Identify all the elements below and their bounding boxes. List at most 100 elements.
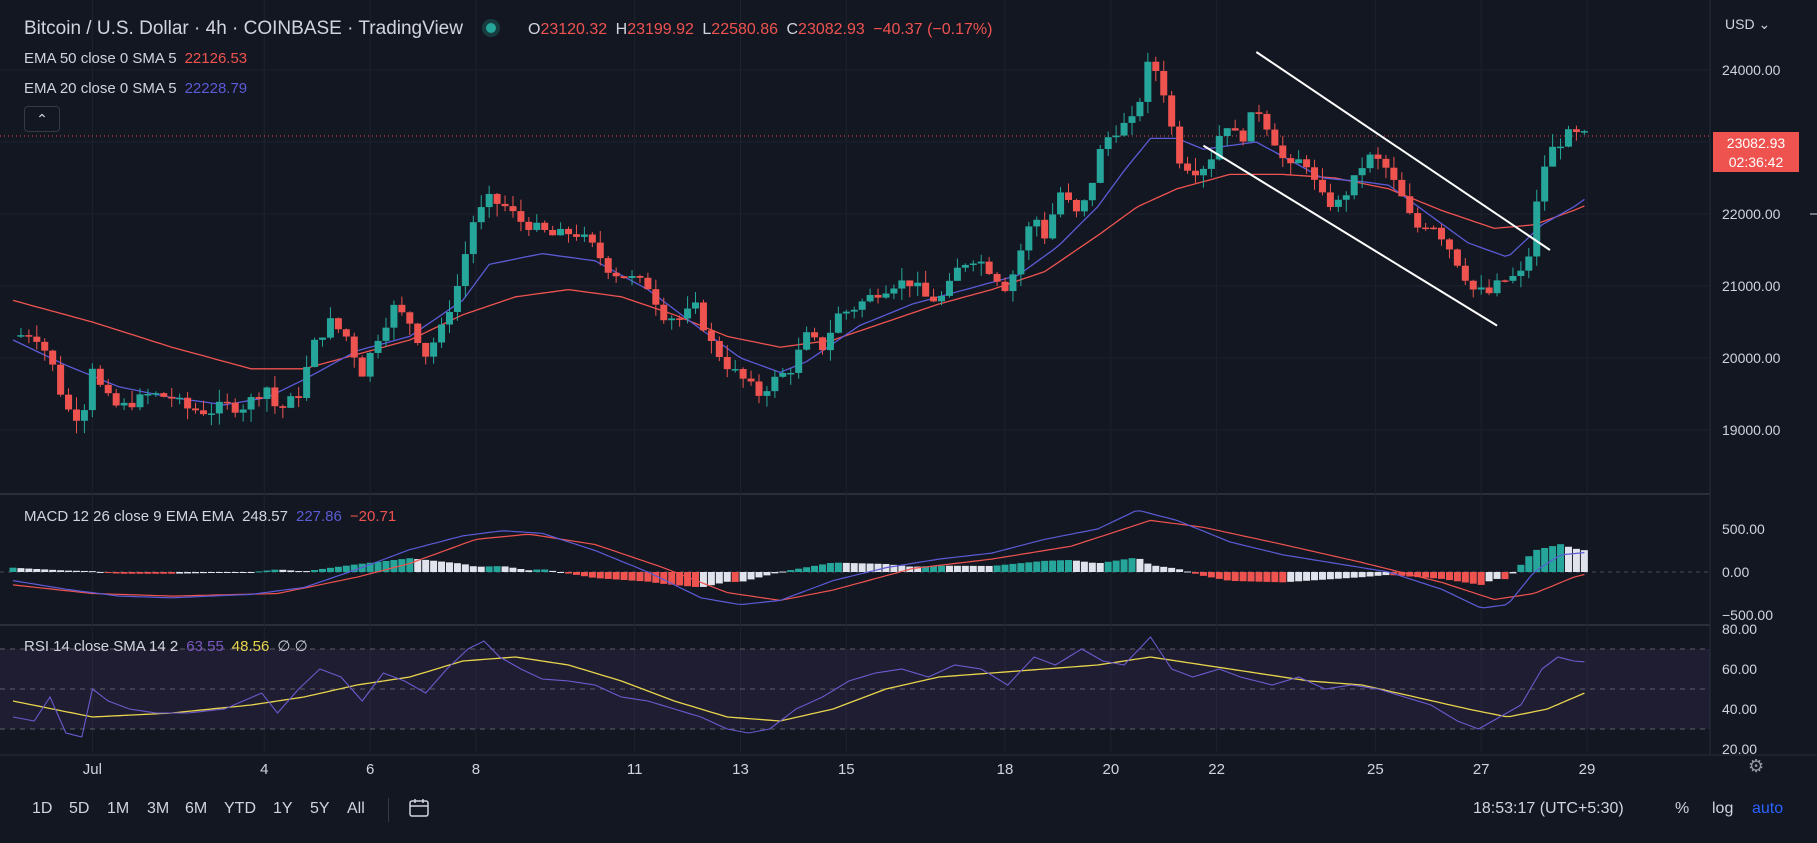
candle [342, 329, 350, 337]
candle [1080, 200, 1088, 212]
timeframe-5y[interactable]: 5Y [310, 800, 330, 817]
auto-scale-toggle[interactable]: auto [1752, 800, 1784, 817]
macd-histogram-bar [676, 572, 684, 586]
macd-histogram-bar [1104, 561, 1112, 572]
macd-histogram-bar [1438, 572, 1446, 579]
candle [1144, 61, 1152, 102]
macd-histogram-bar [104, 572, 112, 573]
collapse-legend-button[interactable]: ⌃ [24, 106, 60, 132]
candle [565, 228, 573, 235]
candle [1517, 270, 1525, 277]
candle [818, 337, 826, 351]
candle [1477, 287, 1485, 290]
candle [755, 381, 763, 396]
candle [1485, 287, 1493, 294]
candle [1041, 219, 1049, 239]
macd-histogram-bar [1271, 572, 1279, 583]
macd-histogram-bar [1041, 560, 1049, 572]
candle [1295, 159, 1303, 164]
bottom-toolbar: 1D 5D 1M 3M 6M YTD 1Y 5Y All 18:53:17 (U… [0, 790, 1817, 830]
date-range-icon[interactable] [408, 798, 430, 818]
rsi-legend[interactable]: RSI 14 close SMA 14 2 63.55 48.56 ∅ ∅ [24, 637, 316, 655]
candle [1406, 196, 1414, 214]
candle [541, 222, 549, 230]
macd-histogram-bar [128, 572, 136, 574]
macd-line-value: 227.86 [295, 508, 342, 525]
macd-histogram-bar [1485, 572, 1493, 582]
interval[interactable]: 4h [205, 18, 227, 39]
ema20-legend[interactable]: EMA 20 close 0 SMA 5 22228.79 [24, 80, 255, 97]
candle [1009, 274, 1017, 292]
candle [1311, 167, 1319, 180]
candle [1279, 145, 1287, 159]
macd-histogram-bar [1549, 546, 1557, 572]
timeframe-5d[interactable]: 5D [69, 800, 90, 817]
timeframe-1m[interactable]: 1M [107, 800, 130, 817]
rsi-sma-value: 48.56 [231, 638, 270, 655]
candle [549, 229, 557, 236]
open-value: 23120.32 [540, 21, 608, 38]
macd-histogram-bar [1501, 572, 1509, 580]
macd-histogram-bar [430, 560, 438, 572]
symbol-name[interactable]: Bitcoin / U.S. Dollar [24, 18, 189, 39]
ema50-value: 22126.53 [184, 50, 248, 67]
candle [144, 394, 152, 396]
candle [303, 366, 311, 398]
candle [104, 384, 112, 394]
macd-histogram-bar [1358, 572, 1366, 578]
macd-histogram-bar [977, 565, 985, 572]
candle [152, 393, 160, 395]
macd-histogram-bar [628, 572, 636, 581]
close-value: 23082.93 [798, 21, 865, 38]
candle [1057, 192, 1065, 215]
channel-upper-trendline [1255, 51, 1551, 251]
low-value: 22580.86 [711, 21, 779, 38]
macd-histogram-bar [453, 563, 461, 572]
macd-histogram-bar [1541, 547, 1549, 572]
macd-histogram-bar [96, 571, 104, 573]
macd-histogram-bar [382, 560, 390, 572]
currency-label: USD [1725, 16, 1755, 32]
macd-histogram-bar [1303, 572, 1311, 581]
macd-histogram-bar [557, 572, 565, 573]
candle [1287, 158, 1295, 164]
market-status-icon [486, 22, 497, 33]
candle [96, 368, 104, 385]
macd-histogram-bar [72, 570, 80, 572]
candle [930, 296, 938, 302]
timeframe-1d[interactable]: 1D [32, 800, 53, 817]
chevron-down-icon: ⌄ [1758, 16, 1771, 32]
macd-histogram-bar [1469, 572, 1477, 584]
settings-gear-icon[interactable]: ⚙ [1748, 756, 1765, 776]
candle [1168, 95, 1176, 127]
ema50-legend[interactable]: EMA 50 close 0 SMA 5 22126.53 [24, 50, 255, 67]
macd-histogram-bar [898, 565, 906, 572]
rsi-tick-label: 80.00 [1722, 621, 1757, 637]
macd-histogram-bar [1255, 572, 1263, 582]
percent-toggle[interactable]: % [1675, 800, 1690, 817]
candle [390, 304, 398, 328]
macd-histogram-bar [184, 572, 192, 574]
timeframe-all[interactable]: All [347, 800, 365, 817]
time-tick-label: Jul [83, 761, 102, 778]
candle [1390, 167, 1398, 180]
candle [247, 397, 255, 410]
timeframe-ytd[interactable]: YTD [224, 800, 256, 817]
macd-histogram-bar [1342, 572, 1350, 579]
candle [1191, 170, 1199, 176]
timeframe-1y[interactable]: 1Y [273, 800, 293, 817]
time-tick-label: 13 [732, 761, 749, 778]
candle [866, 294, 874, 302]
timeframe-3m[interactable]: 3M [147, 800, 170, 817]
macd-histogram-bar [271, 569, 279, 572]
macd-histogram-bar [414, 559, 422, 572]
candle [1541, 166, 1549, 202]
candle [1001, 281, 1009, 292]
clock[interactable]: 18:53:17 (UTC+5:30) [1473, 800, 1624, 817]
candle [57, 364, 65, 395]
log-toggle[interactable]: log [1712, 800, 1734, 817]
timeframe-6m[interactable]: 6M [185, 800, 208, 817]
macd-legend[interactable]: MACD 12 26 close 9 EMA EMA 248.57 227.86 −2… [24, 508, 404, 525]
currency-selector[interactable]: USD ⌄ [1725, 16, 1770, 33]
